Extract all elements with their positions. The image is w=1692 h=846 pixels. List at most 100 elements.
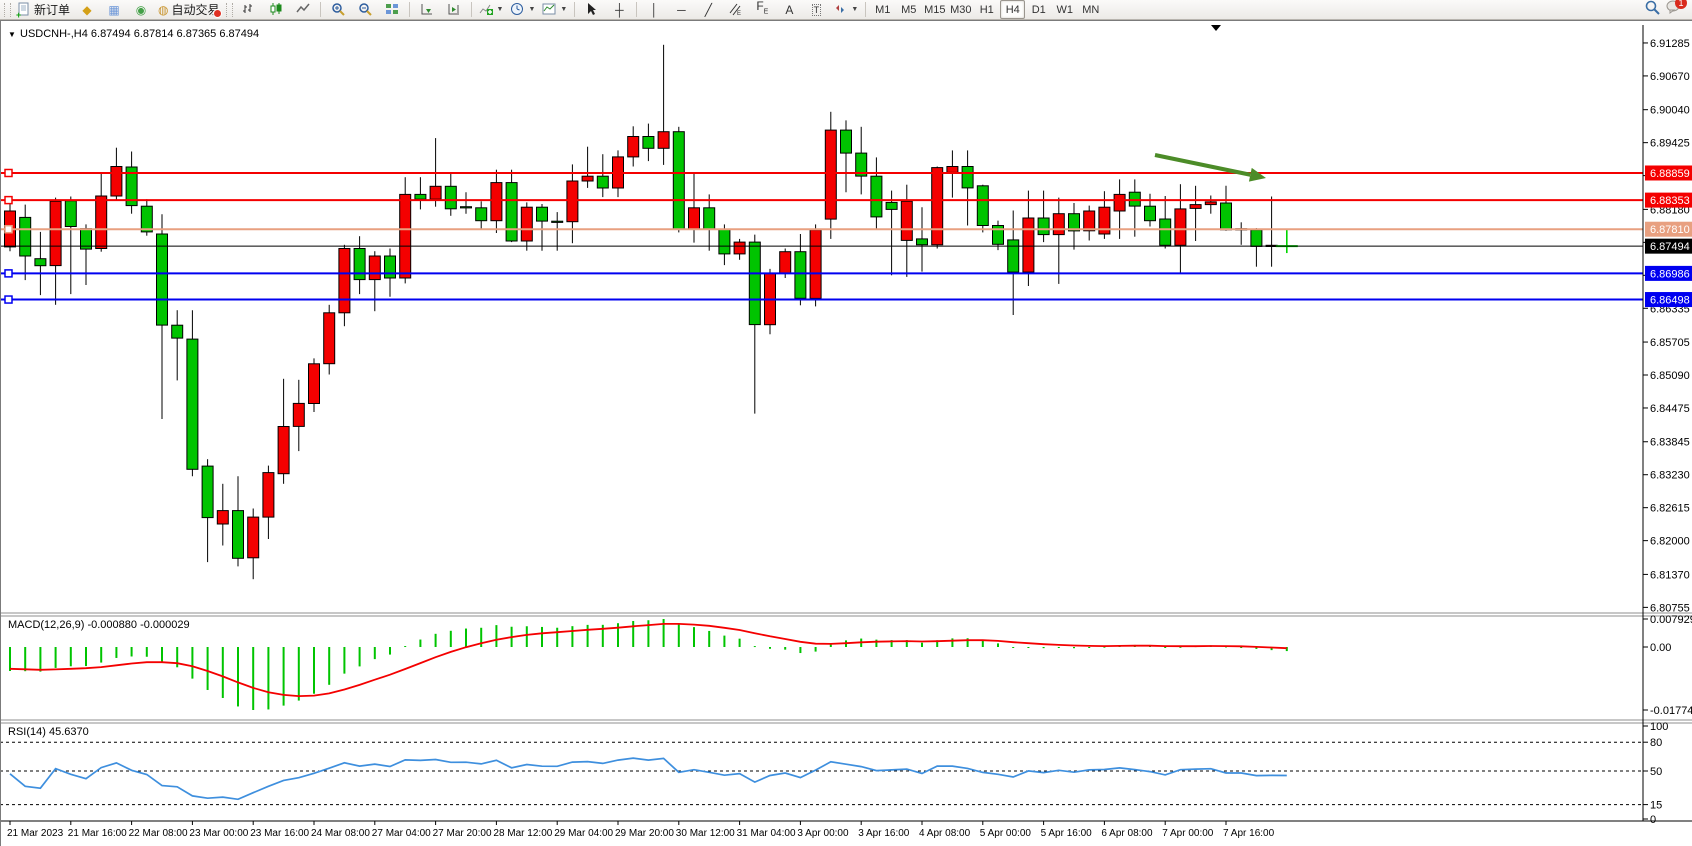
notifications-button[interactable]: 1 [1666, 0, 1687, 19]
macd-label: MACD(12,26,9) -0.000880 -0.000029 [8, 619, 190, 631]
candle-body [900, 200, 913, 241]
symbol-title: USDCNH-,H4 6.87494 6.87814 6.87365 6.874… [20, 28, 259, 40]
arrows-button[interactable]: ▼ [830, 0, 861, 20]
trendline-button[interactable]: ╱ [695, 0, 721, 20]
time-tick-label: 29 Mar 20:00 [615, 828, 674, 839]
macd-histogram-bar [1179, 646, 1182, 648]
auto-scroll-button[interactable] [414, 0, 440, 20]
indicators-button[interactable]: ▼ [476, 0, 507, 20]
signal-button[interactable]: ◉ [128, 0, 154, 20]
timeframe-h1-button[interactable]: H1 [979, 3, 994, 16]
resistance-line-1-handle[interactable] [4, 168, 13, 178]
resistance-line-2-handle[interactable] [4, 195, 13, 205]
auto-scroll-icon [420, 2, 434, 18]
support-line-1-handle[interactable] [4, 269, 13, 278]
candle-body [748, 241, 761, 326]
tile-windows-button[interactable] [379, 0, 405, 20]
toolbar: + 新订单 ◆ ▦ ◉ ◍ 自动交易 ▼ ▼ ▼ ┼ │ ─ ╱ E FE A T ▼ M1 M5 M15 M30 H1 H4 D… [0, 0, 1692, 20]
timeframe-m1-button[interactable]: M1 [875, 3, 891, 16]
price-tick-label: 6.84475 [1650, 403, 1690, 415]
new-order-button[interactable]: + 新订单 [14, 0, 73, 20]
zoom-in-button[interactable] [325, 0, 351, 20]
timeframe-m30-button[interactable]: M30 [950, 3, 972, 16]
search-icon[interactable] [1645, 0, 1660, 20]
timeframe-m15-button[interactable]: M15 [924, 3, 946, 16]
symbol-dropdown-icon[interactable]: ▼ [8, 30, 16, 39]
candle-body [809, 229, 822, 299]
trend-arrow[interactable] [1154, 153, 1251, 177]
notification-badge: 1 [1675, 0, 1687, 9]
gold-horn-icon: ◆ [82, 2, 92, 17]
macd-histogram-bar [1073, 647, 1075, 649]
candle-body [475, 207, 488, 222]
crosshair-button[interactable]: ┼ [606, 0, 632, 20]
macd-histogram-bar [753, 646, 756, 648]
chart-shift-button[interactable] [441, 0, 467, 20]
price-badge-label: 6.86986 [1650, 268, 1690, 280]
price-chart[interactable]: 6.912856.906706.900406.894256.888106.881… [0, 21, 1692, 846]
candlestick-button[interactable] [263, 0, 289, 20]
label-button[interactable]: T [803, 0, 829, 20]
macd-histogram-bar [617, 623, 619, 647]
macd-histogram-bar [875, 639, 878, 647]
channel-icon: E [728, 2, 742, 18]
macd-histogram-bar [54, 647, 57, 668]
time-tick-label: 4 Apr 08:00 [919, 828, 971, 839]
chart-window[interactable]: 6.912856.906706.900406.894256.888106.881… [0, 20, 1692, 846]
fibonacci-button[interactable]: FE [749, 0, 775, 20]
macd-histogram-bar [404, 646, 407, 648]
timeframe-w1-button[interactable]: W1 [1056, 3, 1074, 16]
toolbar-grip [225, 2, 233, 17]
macd-histogram-bar [1255, 647, 1258, 649]
price-tick-label: 6.83230 [1650, 470, 1690, 482]
macd-tick-label: 0.00 [1650, 642, 1671, 654]
timeframe-mn-button[interactable]: MN [1082, 3, 1100, 16]
line-chart-button[interactable] [290, 0, 316, 20]
candle-body [292, 402, 305, 427]
support-line-2-handle[interactable] [4, 295, 13, 304]
time-tick-label: 28 Mar 12:00 [493, 828, 552, 839]
ohlc-bars-button[interactable] [236, 0, 262, 20]
text-button[interactable]: A [776, 0, 802, 20]
indicators-icon [479, 2, 493, 18]
candle-body [688, 207, 700, 230]
macd-histogram-bar [434, 633, 437, 647]
macd-histogram-bar [525, 626, 528, 647]
candle-body [581, 175, 594, 182]
channel-button[interactable]: E [722, 0, 748, 20]
line-chart-icon [295, 2, 310, 18]
macd-histogram-bar [1088, 647, 1091, 648]
zoom-out-button[interactable] [352, 0, 378, 20]
plus-icon: + [16, 9, 22, 20]
price-badge-label: 6.87494 [1650, 241, 1690, 253]
chart-window-button[interactable]: ▦ [101, 0, 127, 20]
macd-histogram-bar [373, 647, 376, 660]
periods-button[interactable]: ▼ [507, 0, 538, 20]
macd-histogram-bar [328, 647, 331, 685]
price-tick-label: 6.85090 [1650, 370, 1690, 382]
templates-button[interactable]: ▼ [539, 0, 570, 20]
macd-histogram-bar [662, 619, 665, 647]
candle-body [840, 129, 852, 154]
hline-button[interactable]: ─ [668, 0, 694, 20]
gold-horn-button[interactable]: ◆ [74, 0, 100, 20]
time-tick-label: 27 Mar 04:00 [372, 828, 431, 839]
macd-histogram-bar [890, 640, 893, 647]
timeframe-d1-button[interactable]: D1 [1031, 3, 1046, 16]
candle-body [551, 220, 564, 223]
autotrade-button[interactable]: ◍ 自动交易 [155, 0, 223, 20]
timeframe-h4-button[interactable]: H4 [1000, 0, 1026, 19]
candlestick-icon [269, 2, 283, 18]
candle-body [596, 175, 609, 189]
candle-body [657, 131, 670, 149]
macd-histogram-bar [24, 647, 27, 672]
zoom-out-icon [358, 2, 372, 18]
vline-button[interactable]: │ [641, 0, 667, 20]
timeframe-m5-button[interactable]: M5 [901, 3, 917, 16]
cursor-button[interactable] [579, 0, 605, 20]
pivot-line-handle[interactable] [4, 224, 13, 234]
candle-body [520, 206, 533, 242]
candle-body [323, 312, 336, 365]
rsi-tick-label: 100 [1650, 721, 1668, 733]
macd-histogram-bar [951, 638, 954, 647]
